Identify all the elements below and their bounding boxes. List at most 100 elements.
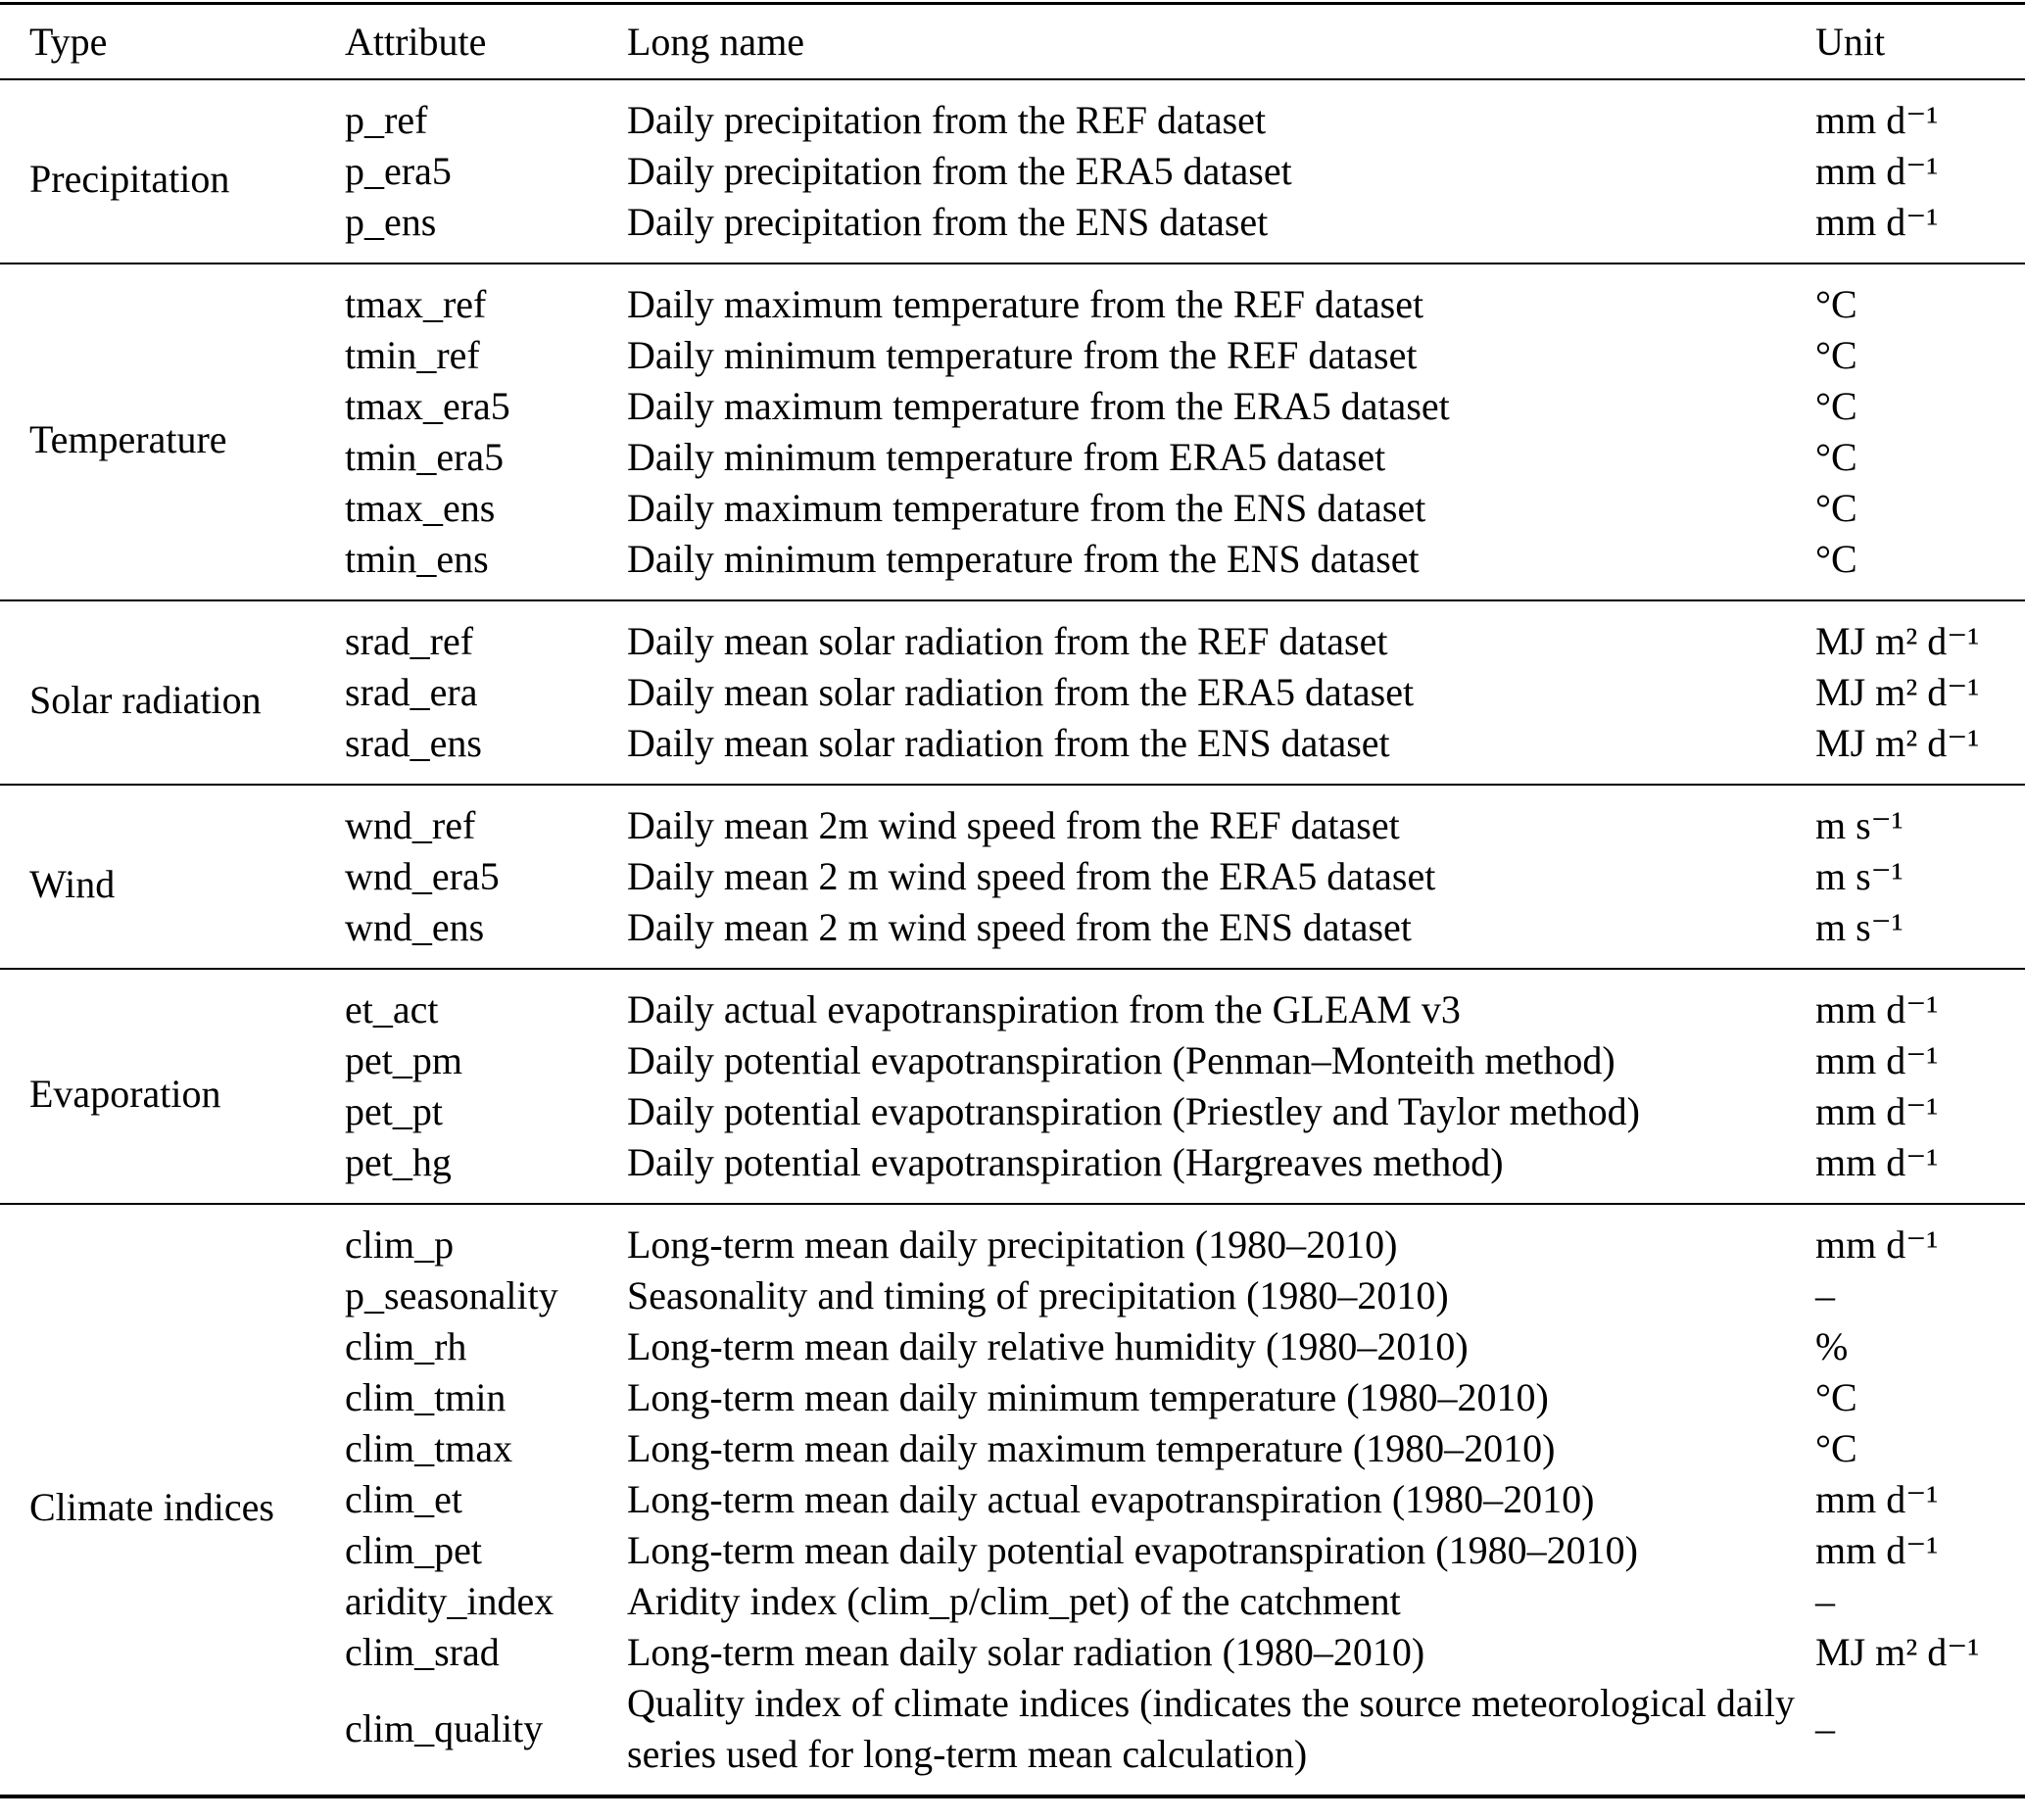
- col-header-attribute: Attribute: [345, 3, 627, 80]
- table-row: p_ens Daily precipitation from the ENS d…: [0, 197, 2025, 263]
- unit-cell: m s⁻¹: [1815, 854, 1904, 898]
- long-name-cell: Long-term mean daily relative humidity (…: [627, 1324, 1469, 1368]
- unit-cell: m s⁻¹: [1815, 803, 1904, 847]
- table-row: tmax_ens Daily maximum temperature from …: [0, 483, 2025, 534]
- section-type-label: Climate indices: [29, 1484, 274, 1529]
- long-name-cell: Daily precipitation from the ENS dataset: [627, 200, 1269, 244]
- long-name-cell: Long-term mean daily solar radiation (19…: [627, 1630, 1425, 1674]
- attribute-cell: pet_pt: [345, 1089, 443, 1133]
- long-name-cell: Daily potential evapotranspiration (Prie…: [627, 1089, 1640, 1133]
- unit-cell: mm d⁻¹: [1815, 200, 1939, 244]
- col-header-type: Type: [0, 3, 345, 80]
- unit-cell: %: [1815, 1324, 1849, 1368]
- table-row: wnd_era5 Daily mean 2 m wind speed from …: [0, 851, 2025, 902]
- table-row: tmax_era5 Daily maximum temperature from…: [0, 381, 2025, 432]
- unit-cell: –: [1815, 1273, 1835, 1317]
- long-name-cell: Long-term mean daily potential evapotran…: [627, 1528, 1638, 1572]
- table-row: clim_pet Long-term mean daily potential …: [0, 1525, 2025, 1576]
- unit-cell: MJ m² d⁻¹: [1815, 1630, 1980, 1674]
- long-name-cell: Aridity index (clim_p/clim_pet) of the c…: [627, 1579, 1401, 1623]
- table-header: Type Attribute Long name Unit: [0, 3, 2025, 80]
- unit-cell: mm d⁻¹: [1815, 987, 1939, 1031]
- section-type-label: Wind: [29, 861, 116, 906]
- unit-cell: °C: [1815, 1375, 1857, 1419]
- unit-cell: mm d⁻¹: [1815, 149, 1939, 193]
- table-row: Climate indices clim_p Long-term mean da…: [0, 1204, 2025, 1529]
- section-type-label: Precipitation: [29, 156, 230, 201]
- section-type-label: Evaporation: [29, 1071, 221, 1116]
- long-name-cell: Long-term mean daily minimum temperature…: [627, 1375, 1549, 1419]
- attribute-cell: srad_ref: [345, 619, 474, 663]
- attribute-cell: srad_era: [345, 670, 478, 714]
- table-row: p_seasonality Seasonality and timing of …: [0, 1270, 2025, 1321]
- attribute-cell: clim_p: [345, 1222, 455, 1267]
- table-row: Solar radiation srad_ref Daily mean sola…: [0, 600, 2025, 722]
- section-climate-indices: Climate indices clim_p Long-term mean da…: [0, 1204, 2025, 1796]
- section-precipitation: Precipitation p_ref Daily precipitation …: [0, 79, 2025, 263]
- unit-cell: MJ m² d⁻¹: [1815, 619, 1980, 663]
- attribute-cell: pet_pm: [345, 1038, 462, 1082]
- long-name-cell: Daily potential evapotranspiration (Harg…: [627, 1140, 1504, 1184]
- table-row: clim_tmin Long-term mean daily minimum t…: [0, 1372, 2025, 1423]
- section-type-label: Temperature: [29, 416, 227, 461]
- attribute-cell: p_ref: [345, 98, 428, 142]
- table-row: p_era5 Daily precipitation from the ERA5…: [0, 146, 2025, 197]
- table-row: Precipitation p_ref Daily precipitation …: [0, 79, 2025, 201]
- section-type-label: Solar radiation: [29, 677, 262, 722]
- long-name-cell: Daily mean solar radiation from the ENS …: [627, 721, 1390, 765]
- table-row: tmin_ref Daily minimum temperature from …: [0, 330, 2025, 381]
- table-row: aridity_index Aridity index (clim_p/clim…: [0, 1576, 2025, 1627]
- attribute-cell: tmin_ens: [345, 537, 489, 581]
- col-header-long-name: Long name: [627, 3, 1815, 80]
- long-name-cell: Quality index of climate indices (indica…: [627, 1681, 1795, 1776]
- attribute-cell: p_seasonality: [345, 1273, 558, 1317]
- attribute-cell: clim_tmax: [345, 1426, 513, 1470]
- attribute-cell: tmin_era5: [345, 435, 505, 479]
- attribute-cell: clim_tmin: [345, 1375, 506, 1419]
- unit-cell: MJ m² d⁻¹: [1815, 670, 1980, 714]
- long-name-cell: Daily actual evapotranspiration from the…: [627, 987, 1461, 1031]
- section-temperature: Temperature tmax_ref Daily maximum tempe…: [0, 263, 2025, 600]
- table-row: clim_tmax Long-term mean daily maximum t…: [0, 1423, 2025, 1474]
- table-row: pet_pm Daily potential evapotranspiratio…: [0, 1035, 2025, 1086]
- table-row: Evaporation et_act Daily actual evapotra…: [0, 969, 2025, 1116]
- section-solar-radiation: Solar radiation srad_ref Daily mean sola…: [0, 600, 2025, 785]
- long-name-cell: Daily mean 2 m wind speed from the ENS d…: [627, 905, 1412, 949]
- section-wind: Wind wnd_ref Daily mean 2m wind speed fr…: [0, 785, 2025, 969]
- long-name-cell: Daily precipitation from the ERA5 datase…: [627, 149, 1292, 193]
- attribute-cell: wnd_ens: [345, 905, 485, 949]
- table-row: wnd_ens Daily mean 2 m wind speed from t…: [0, 902, 2025, 969]
- attribute-cell: et_act: [345, 987, 439, 1031]
- unit-cell: mm d⁻¹: [1815, 1477, 1939, 1521]
- unit-cell: –: [1815, 1579, 1835, 1623]
- unit-cell: °C: [1815, 384, 1857, 428]
- table-row: pet_pt Daily potential evapotranspiratio…: [0, 1086, 2025, 1137]
- long-name-cell: Daily mean 2m wind speed from the REF da…: [627, 803, 1400, 847]
- unit-cell: m s⁻¹: [1815, 905, 1904, 949]
- unit-cell: mm d⁻¹: [1815, 1140, 1939, 1184]
- long-name-cell: Daily mean solar radiation from the ERA5…: [627, 670, 1415, 714]
- long-name-cell: Daily mean solar radiation from the REF …: [627, 619, 1388, 663]
- unit-cell: mm d⁻¹: [1815, 1089, 1939, 1133]
- long-name-cell: Long-term mean daily maximum temperature…: [627, 1426, 1556, 1470]
- table-row: tmin_era5 Daily minimum temperature from…: [0, 432, 2025, 483]
- long-name-cell: Daily mean 2 m wind speed from the ERA5 …: [627, 854, 1436, 898]
- long-name-cell: Daily potential evapotranspiration (Penm…: [627, 1038, 1615, 1082]
- unit-cell: °C: [1815, 282, 1857, 326]
- unit-cell: °C: [1815, 333, 1857, 377]
- attribute-cell: tmax_ens: [345, 486, 496, 530]
- section-evaporation: Evaporation et_act Daily actual evapotra…: [0, 969, 2025, 1204]
- table-row: clim_srad Long-term mean daily solar rad…: [0, 1627, 2025, 1678]
- unit-cell: –: [1815, 1706, 1835, 1750]
- header-row: Type Attribute Long name Unit: [0, 3, 2025, 80]
- attribute-cell: clim_rh: [345, 1324, 467, 1368]
- attribute-cell: wnd_era5: [345, 854, 500, 898]
- table-row: Wind wnd_ref Daily mean 2m wind speed fr…: [0, 785, 2025, 906]
- attribute-cell: p_era5: [345, 149, 452, 193]
- attribute-cell: clim_pet: [345, 1528, 482, 1572]
- attribute-cell: tmin_ref: [345, 333, 480, 377]
- long-name-cell: Daily maximum temperature from the ERA5 …: [627, 384, 1450, 428]
- unit-cell: MJ m² d⁻¹: [1815, 721, 1980, 765]
- unit-cell: °C: [1815, 435, 1857, 479]
